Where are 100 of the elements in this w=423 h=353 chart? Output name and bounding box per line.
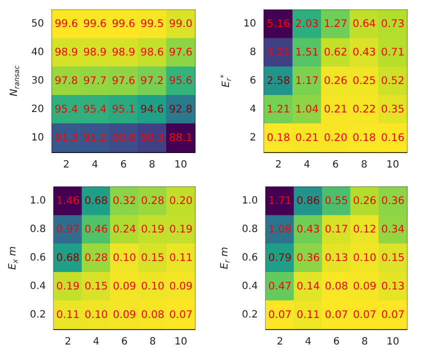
- data-label: 0.43: [296, 224, 320, 236]
- x-tick-label: 2: [276, 336, 284, 348]
- data-label: 95.6: [169, 75, 193, 87]
- data-label: 0.13: [324, 252, 348, 264]
- data-label: 1.51: [295, 46, 319, 59]
- y-tick-label: 4: [250, 104, 256, 115]
- data-label: 1.27: [324, 18, 348, 30]
- data-label: 1.08: [268, 224, 292, 236]
- data-label: 0.36: [296, 252, 320, 264]
- data-label: 0.79: [268, 252, 292, 264]
- data-label: 0.34: [381, 224, 405, 236]
- data-label: 0.19: [56, 280, 80, 292]
- data-label: 0.09: [112, 280, 136, 292]
- y-tick-label: 20: [31, 104, 44, 115]
- data-label: 0.18: [352, 132, 376, 144]
- x-tick-label: 8: [361, 336, 368, 348]
- data-label: 0.21: [295, 132, 319, 144]
- data-label: 0.43: [352, 46, 376, 59]
- data-label: 0.28: [140, 195, 164, 208]
- y-tick-label: 6: [250, 76, 256, 86]
- data-label: 0.32: [112, 195, 136, 208]
- data-label: 1.04: [295, 103, 319, 116]
- data-label: 0.46: [84, 224, 108, 236]
- data-label: 0.15: [140, 252, 164, 264]
- x-tick-label: 8: [360, 160, 368, 170]
- x-tick-label: 6: [333, 336, 340, 348]
- data-label: 0.26: [352, 195, 377, 208]
- data-label: 0.20: [324, 132, 348, 144]
- x-tick-label: 4: [304, 336, 312, 348]
- x-tick-label: 10: [386, 336, 400, 348]
- data-label: 97.6: [169, 46, 193, 59]
- data-label: 4.21: [266, 46, 290, 59]
- data-label: 97.8: [54, 75, 78, 87]
- x-tick-label: 8: [149, 336, 156, 348]
- data-label: 98.6: [140, 46, 164, 59]
- y-tick-label: 0.6: [30, 252, 46, 264]
- y-tick-label: 0.8: [30, 224, 46, 236]
- data-label: 0.09: [352, 280, 376, 292]
- data-label: 99.6: [54, 18, 78, 30]
- data-label: 0.13: [381, 280, 405, 292]
- data-label: 0.07: [352, 308, 376, 321]
- data-label: 91.3: [54, 132, 78, 144]
- x-tick-label: 2: [275, 160, 282, 170]
- data-label: 99.6: [112, 18, 136, 30]
- y-tick-label: 1.0: [242, 196, 258, 207]
- data-label: 0.15: [381, 252, 405, 264]
- y-tick-label: 1.0: [30, 196, 46, 207]
- x-tick-label: 6: [121, 336, 128, 348]
- data-label: 2.03: [295, 18, 319, 30]
- y-tick-label: 0.8: [242, 224, 258, 236]
- data-label: 0.10: [84, 308, 108, 321]
- y-tick-label: 0.4: [30, 280, 46, 292]
- data-label: 94.6: [140, 103, 164, 116]
- data-label: 98.9: [54, 46, 78, 59]
- x-tick-label: 4: [92, 160, 98, 170]
- data-label: 0.36: [381, 195, 405, 208]
- x-tick-label: 6: [120, 160, 127, 170]
- data-label: 98.9: [83, 46, 107, 59]
- data-label: 0.97: [56, 224, 80, 236]
- data-label: 0.62: [324, 46, 348, 59]
- data-label: 0.07: [381, 308, 405, 321]
- data-label: 0.19: [140, 224, 164, 236]
- y-tick-label: 0.6: [242, 252, 258, 264]
- data-label: 0.07: [324, 308, 348, 321]
- data-label: 0.86: [296, 195, 320, 208]
- x-tick-label: 10: [174, 160, 188, 170]
- data-label: 0.68: [56, 252, 80, 264]
- data-label: 0.10: [140, 280, 164, 292]
- data-label: 0.09: [112, 308, 136, 321]
- data-label: 0.09: [169, 280, 193, 292]
- data-label: 0.28: [84, 252, 108, 264]
- x-tick-label: 8: [148, 160, 156, 170]
- y-tick-label: 8: [250, 47, 256, 58]
- data-label: 0.16: [381, 132, 405, 144]
- y-tick-label: 0.2: [242, 309, 258, 320]
- data-label: 0.17: [324, 224, 348, 236]
- data-label: 99.6: [83, 18, 107, 30]
- y-tick-label: 2: [250, 132, 256, 144]
- data-label: 90.3: [140, 132, 164, 144]
- data-label: 1.21: [266, 103, 290, 116]
- x-tick-label: 2: [64, 336, 72, 348]
- data-label: 0.64: [352, 18, 376, 30]
- y-tick-label: 0.2: [30, 309, 46, 320]
- data-label: 1.46: [56, 195, 80, 208]
- y-tick-label: 10: [31, 132, 44, 144]
- data-label: 88.1: [169, 132, 192, 144]
- data-label: 95.4: [54, 103, 78, 116]
- data-label: 0.19: [169, 224, 193, 236]
- data-label: 91.2: [83, 132, 107, 144]
- y-tick-label: 0.4: [242, 280, 258, 292]
- data-label: 0.07: [169, 308, 193, 321]
- data-label: 0.10: [352, 252, 376, 264]
- data-label: 97.7: [83, 75, 107, 87]
- data-label: 97.2: [140, 75, 164, 87]
- data-label: 97.6: [112, 75, 136, 87]
- y-tick-label: 50: [31, 18, 44, 30]
- data-label: 5.16: [266, 18, 290, 30]
- data-label: 0.11: [56, 308, 80, 321]
- data-label: 90.8: [112, 132, 136, 144]
- y-tick-label: 40: [31, 47, 44, 58]
